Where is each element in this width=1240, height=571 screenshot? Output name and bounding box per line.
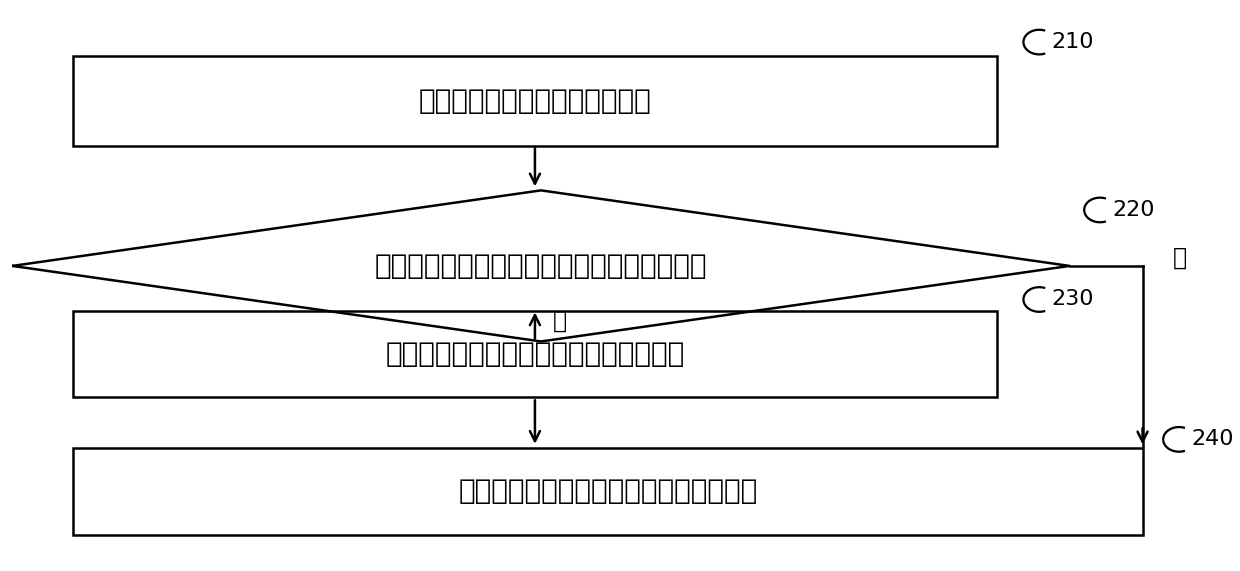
Text: 否: 否	[1173, 246, 1187, 270]
Text: 220: 220	[1112, 200, 1154, 220]
FancyBboxPatch shape	[73, 448, 1142, 534]
Text: 210: 210	[1052, 32, 1094, 52]
FancyBboxPatch shape	[73, 56, 997, 146]
Text: 240: 240	[1192, 429, 1234, 449]
FancyBboxPatch shape	[73, 311, 997, 397]
Text: 所述参数信息异常，以第一显示方式显示: 所述参数信息异常，以第一显示方式显示	[386, 340, 684, 368]
Text: 是: 是	[553, 308, 567, 332]
Text: 230: 230	[1052, 289, 1094, 309]
Text: 获取所述参数信息的多个测量值: 获取所述参数信息的多个测量值	[419, 87, 651, 115]
Text: 所述参数信息正常，以第二显示方式显示: 所述参数信息正常，以第二显示方式显示	[459, 477, 758, 505]
Text: 判断任意两个测量值的差值是否大于第一阈值: 判断任意两个测量值的差值是否大于第一阈值	[374, 252, 707, 280]
Polygon shape	[12, 190, 1070, 341]
